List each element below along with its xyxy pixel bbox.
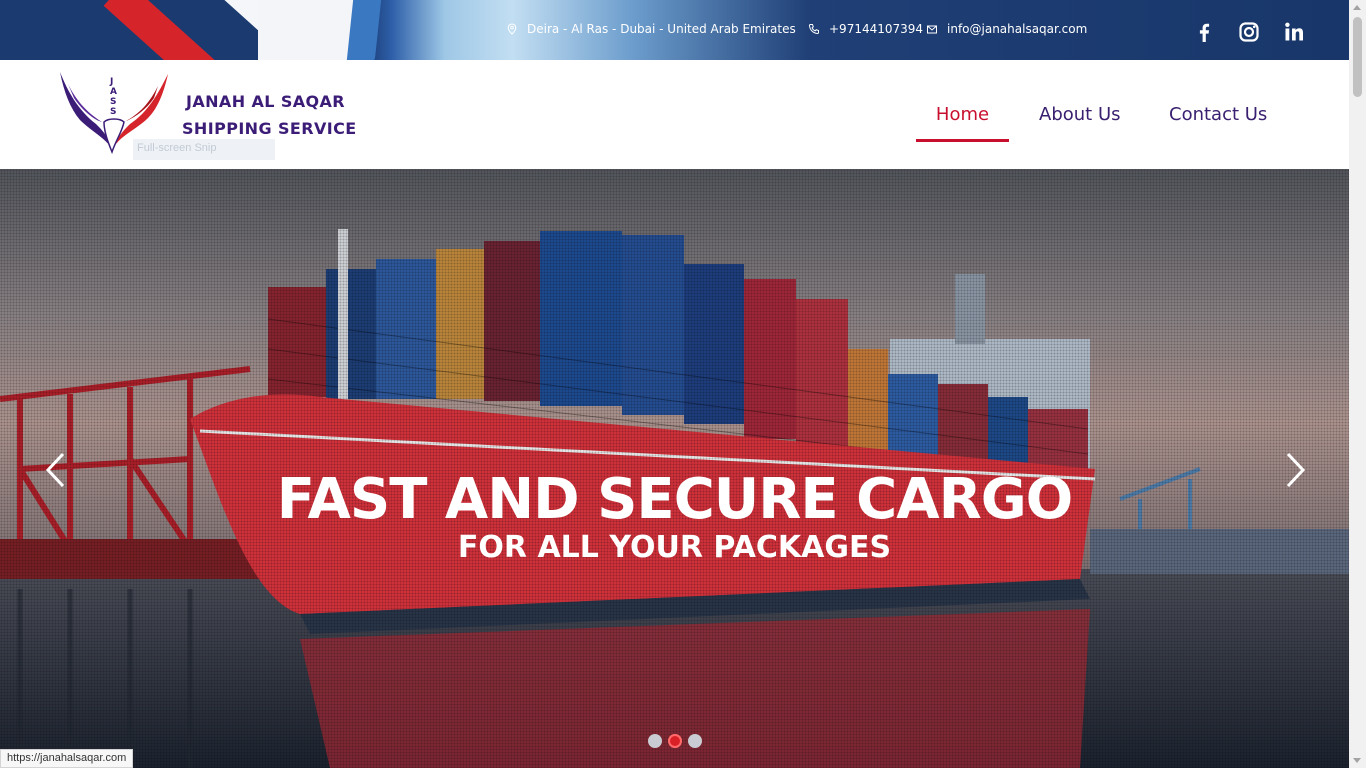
slide-indicators <box>648 734 702 748</box>
email-text[interactable]: info@janahalsaqar.com <box>947 22 1088 36</box>
email-icon <box>927 25 937 34</box>
cargo-ship-image <box>0 169 1349 768</box>
slide-indicator[interactable] <box>648 734 662 748</box>
site-header: J A S S JANAH AL SAQAR SHIPPING SERVICE … <box>0 60 1349 169</box>
browser-status-url: https://janahalsaqar.com <box>0 749 134 768</box>
logo-subtitle: SHIPPING SERVICE <box>182 119 357 138</box>
decorative-red-stripe <box>103 0 231 60</box>
svg-text:A: A <box>110 87 117 97</box>
linkedin-icon[interactable] <box>1281 19 1307 45</box>
instagram-icon[interactable] <box>1236 19 1262 45</box>
email-item[interactable]: info@janahalsaqar.com <box>926 22 1087 36</box>
scroll-thumb[interactable] <box>1353 17 1362 97</box>
scroll-up-arrow-icon[interactable] <box>1353 5 1361 10</box>
next-slide-icon[interactable] <box>1283 452 1307 488</box>
nav-home[interactable]: Home <box>916 60 1009 142</box>
decorative-panel-edge <box>345 0 383 60</box>
svg-text:S: S <box>110 97 116 107</box>
phone-text[interactable]: +97144107394 <box>829 22 924 36</box>
halftone-overlay <box>0 169 1349 768</box>
decorative-panel <box>258 0 358 60</box>
nav-about-us[interactable]: About Us <box>1039 104 1121 125</box>
top-contact-bar: Deira - Al Ras - Dubai - United Arab Emi… <box>0 0 1349 60</box>
address-item: Deira - Al Ras - Dubai - United Arab Emi… <box>506 22 796 36</box>
logo-title: JANAH AL SAQAR <box>186 92 346 111</box>
hero-subtitle: FOR ALL YOUR PACKAGES <box>457 530 892 565</box>
slide-indicator-active[interactable] <box>668 734 682 748</box>
prev-slide-icon[interactable] <box>44 452 68 488</box>
phone-item[interactable]: +97144107394 <box>808 22 923 36</box>
location-pin-icon <box>507 23 517 35</box>
address-text: Deira - Al Ras - Dubai - United Arab Emi… <box>527 22 796 36</box>
svg-text:J: J <box>109 77 113 87</box>
scroll-down-arrow-icon[interactable] <box>1353 758 1361 763</box>
svg-text:S: S <box>110 107 116 117</box>
hero-slider: FAST AND SECURE CARGO FOR ALL YOUR PACKA… <box>0 169 1349 768</box>
slide-indicator[interactable] <box>688 734 702 748</box>
falcon-logo-icon: J A S S <box>60 72 168 155</box>
snip-tooltip: Full-screen Snip <box>133 139 275 160</box>
facebook-icon[interactable] <box>1191 19 1217 45</box>
page-scrollbar[interactable] <box>1349 0 1366 768</box>
phone-icon <box>808 24 819 35</box>
site-logo[interactable]: J A S S JANAH AL SAQAR SHIPPING SERVICE <box>58 70 358 162</box>
hero-title: FAST AND SECURE CARGO <box>276 467 1074 532</box>
nav-contact-us[interactable]: Contact Us <box>1169 104 1268 125</box>
